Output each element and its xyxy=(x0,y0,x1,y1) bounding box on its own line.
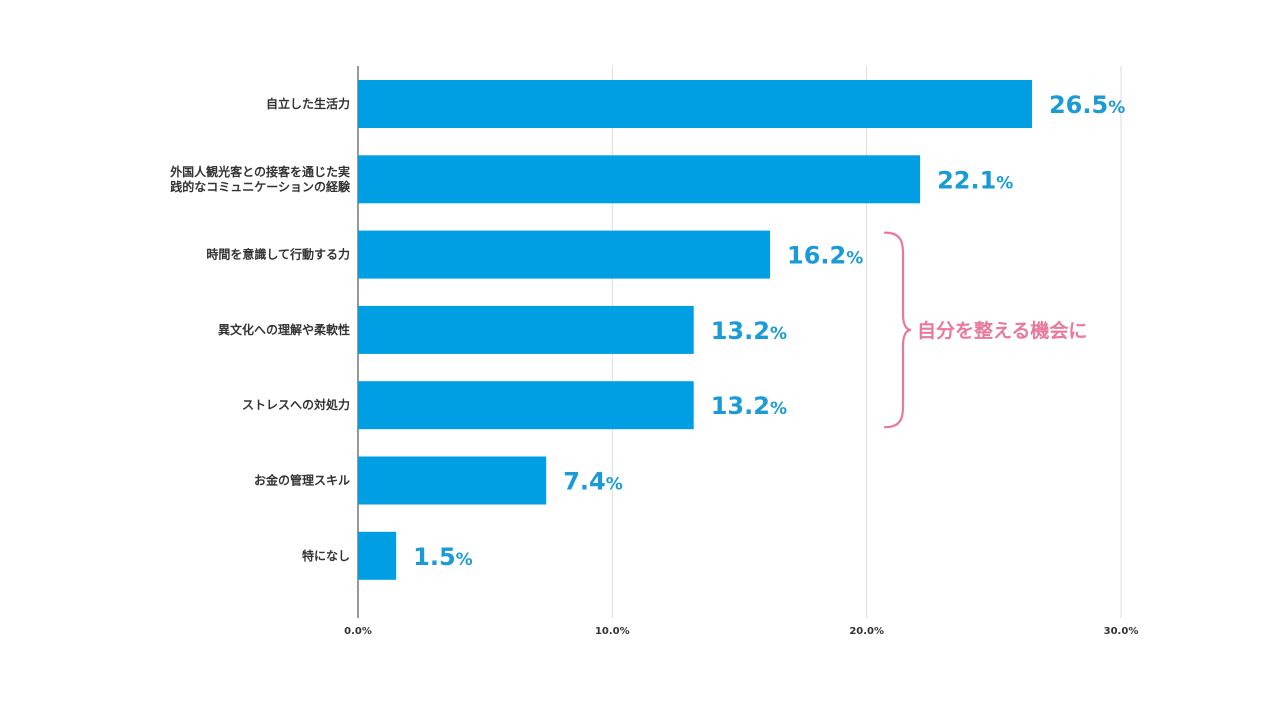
data-label: 7.4% xyxy=(563,468,623,496)
bar xyxy=(358,80,1032,128)
category-label: 践的なコミュニケーションの経験 xyxy=(170,179,351,194)
data-label-value: 16.2 xyxy=(787,242,846,270)
data-label: 26.5% xyxy=(1049,91,1125,119)
category-label: 自立した生活力 xyxy=(266,96,350,111)
data-label: 16.2% xyxy=(787,242,863,270)
data-label-value: 1.5 xyxy=(413,543,456,571)
bar xyxy=(358,155,921,204)
x-tick-label: 0.0% xyxy=(344,626,372,637)
category-label: ストレスへの対処力 xyxy=(242,397,350,412)
bar xyxy=(358,230,771,279)
data-label-unit: % xyxy=(770,399,787,419)
category-label: 特になし xyxy=(302,548,350,563)
data-label-value: 7.4 xyxy=(563,468,606,496)
category-label: 外国人観光客との接客を通じた実 xyxy=(170,164,350,179)
bar xyxy=(358,531,397,580)
data-label-value: 13.2 xyxy=(711,317,770,345)
data-label-unit: % xyxy=(606,475,623,495)
data-label: 13.2% xyxy=(711,392,787,420)
x-tick-label: 30.0% xyxy=(1104,626,1139,637)
data-label-unit: % xyxy=(1108,98,1125,118)
annotation-brace xyxy=(883,231,912,429)
category-label: 異文化への理解や柔軟性 xyxy=(218,322,350,337)
bar xyxy=(358,305,694,354)
annotation-label: 自分を整える機会に xyxy=(917,319,1087,342)
data-label-unit: % xyxy=(846,249,863,269)
bar xyxy=(358,381,694,430)
data-label: 22.1% xyxy=(937,166,1013,194)
x-tick-label: 20.0% xyxy=(849,626,884,637)
data-label-value: 26.5 xyxy=(1049,91,1108,119)
data-label-value: 22.1 xyxy=(937,166,996,194)
data-label: 13.2% xyxy=(711,317,787,345)
bar xyxy=(358,456,547,505)
data-label: 1.5% xyxy=(413,543,473,571)
data-label-unit: % xyxy=(456,550,473,570)
x-tick-label: 10.0% xyxy=(595,626,630,637)
data-label-unit: % xyxy=(996,173,1013,193)
data-label-value: 13.2 xyxy=(711,392,770,420)
category-label: お金の管理スキル xyxy=(254,473,350,488)
category-label: 時間を意識して行動する力 xyxy=(206,247,350,262)
data-label-unit: % xyxy=(770,324,787,344)
